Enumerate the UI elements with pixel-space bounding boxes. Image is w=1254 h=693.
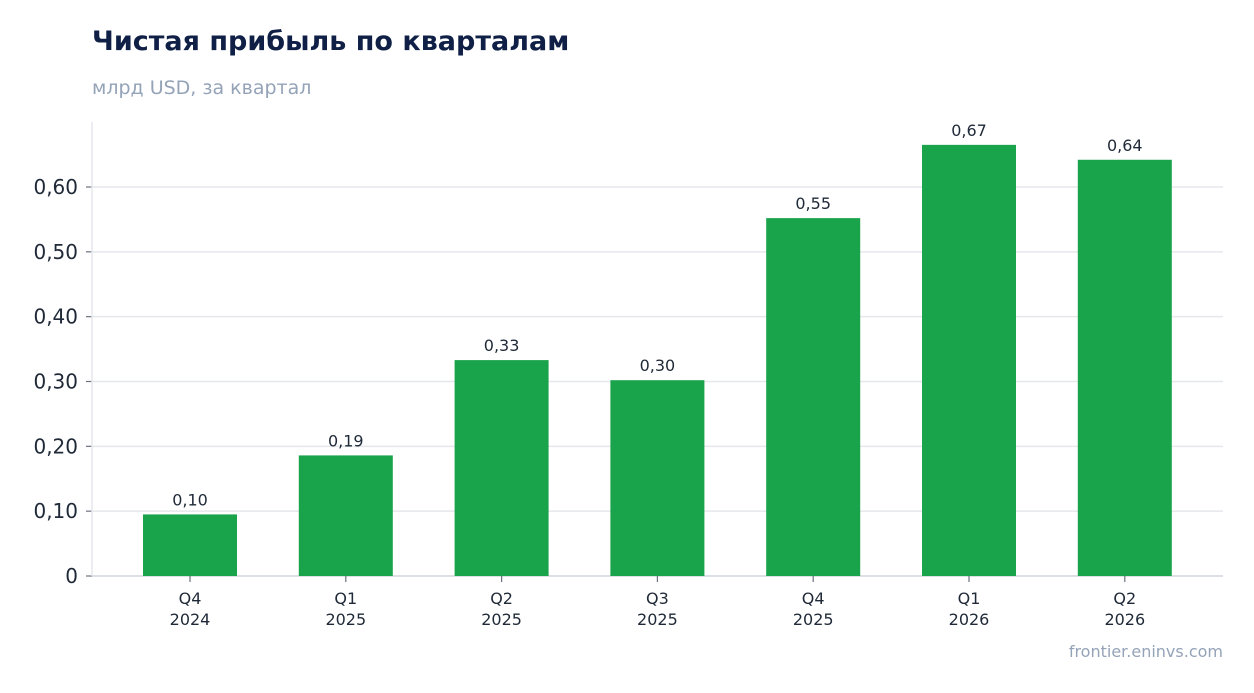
x-tick-label-year: 2025 — [481, 610, 522, 629]
labels: 0 0,10 0,20 0,30 0,40 0,50 0,60 0,10 Q4 2024 0,19 Q… — [33, 121, 1145, 629]
chart-title: Чистая прибыль по кварталам — [92, 26, 570, 57]
y-tick-label: 0,10 — [33, 499, 78, 523]
bar-value-label: 0,30 — [640, 356, 676, 375]
bar — [298, 455, 393, 576]
bar — [1077, 159, 1172, 576]
bar — [143, 514, 237, 576]
x-tick-label-quarter: Q4 — [179, 589, 202, 608]
x-tick-label-year: 2024 — [170, 610, 211, 629]
x-tick-label-quarter: Q2 — [1113, 589, 1136, 608]
bar-value-label: 0,33 — [484, 336, 520, 355]
x-tick-label-quarter: Q1 — [958, 589, 981, 608]
bar — [922, 144, 1016, 576]
x-tick-label-year: 2026 — [1104, 610, 1145, 629]
bar-value-label: 0,55 — [795, 194, 831, 213]
x-tick-label-quarter: Q2 — [490, 589, 513, 608]
x-tick-label-year: 2025 — [637, 610, 678, 629]
x-tick-label-year: 2026 — [949, 610, 990, 629]
x-tick-label-year: 2025 — [325, 610, 366, 629]
x-tick-label-year: 2025 — [793, 610, 834, 629]
bar-value-label: 0,64 — [1107, 136, 1143, 155]
y-tick-label: 0,50 — [33, 240, 78, 264]
bar — [610, 380, 705, 576]
source-credit: frontier.eninvs.com — [1068, 642, 1223, 661]
x-tick-label-quarter: Q4 — [802, 589, 825, 608]
y-tick-label: 0 — [65, 564, 78, 588]
chart-subtitle: млрд USD, за квартал — [92, 77, 312, 99]
x-tick-label-quarter: Q1 — [334, 589, 357, 608]
y-tick-label: 0,40 — [33, 305, 78, 329]
y-tick-label: 0,60 — [33, 175, 78, 199]
bar-value-label: 0,19 — [328, 431, 364, 450]
bars — [143, 144, 1172, 576]
bar — [766, 218, 861, 576]
y-tick-label: 0,20 — [33, 434, 78, 458]
y-tick-label: 0,30 — [33, 370, 78, 394]
bar-value-label: 0,10 — [172, 490, 208, 509]
bar — [454, 360, 549, 576]
x-tick-label-quarter: Q3 — [646, 589, 669, 608]
bar-value-label: 0,67 — [951, 121, 987, 140]
